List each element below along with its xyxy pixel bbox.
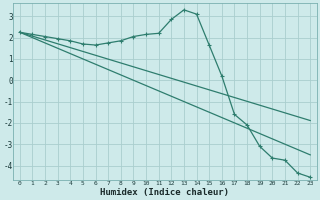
X-axis label: Humidex (Indice chaleur): Humidex (Indice chaleur) [100,188,229,197]
